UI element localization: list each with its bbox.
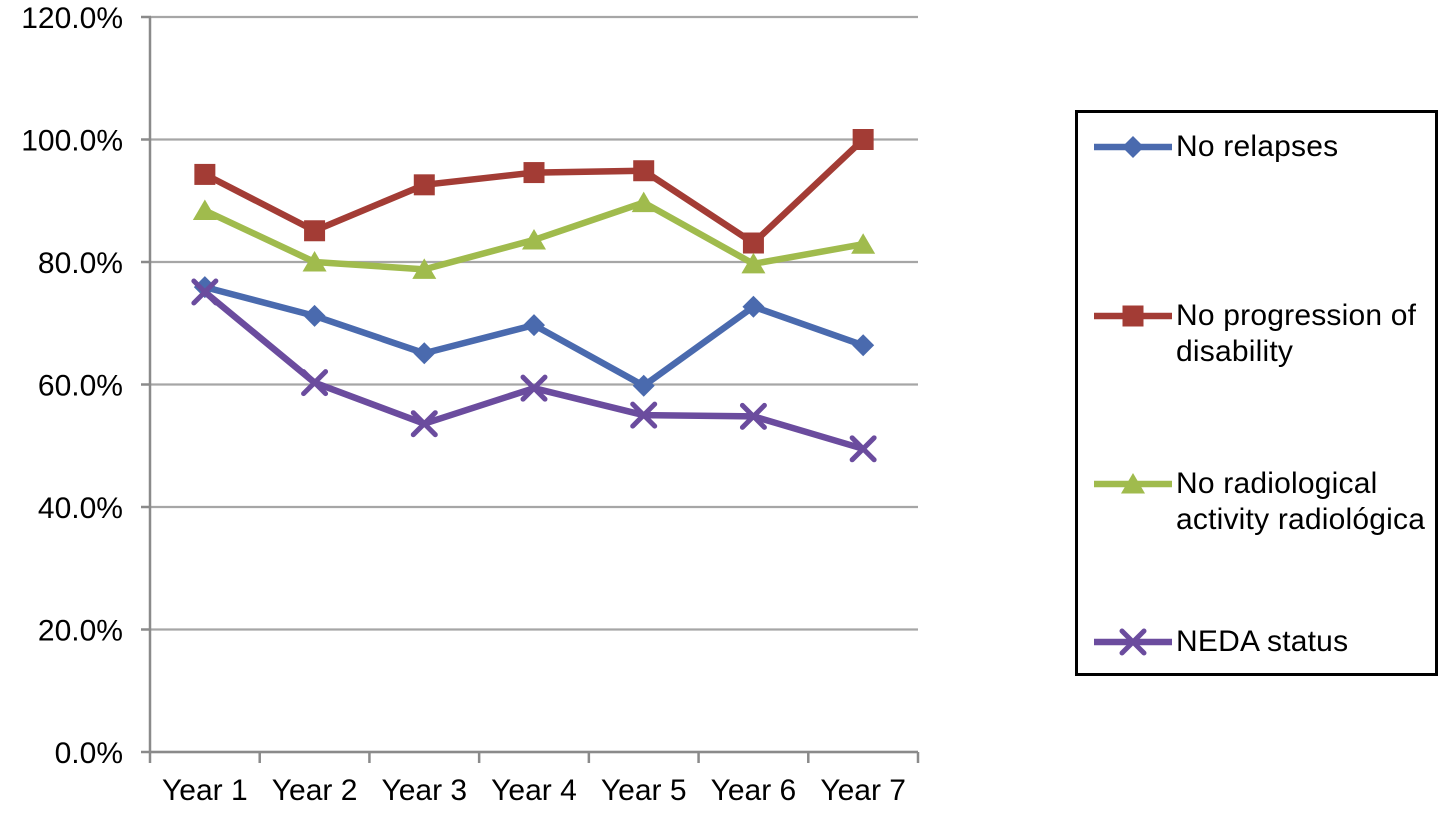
- x-axis-label: Year 6: [711, 774, 797, 807]
- gridlines: [141, 15, 918, 754]
- legend-line-diamond-icon: [1094, 136, 1172, 158]
- x-axis-labels: Year 1 Year 2 Year 3 Year 4 Year 5 Year 6 Year…: [162, 774, 906, 807]
- series-no-relapses: [193, 276, 875, 397]
- legend-item-no-radiological-activity: No radiological activity radiológica: [1088, 466, 1429, 538]
- x-axis-label: Year 1: [162, 774, 248, 807]
- y-axis-label: 0.0%: [55, 737, 123, 770]
- x-axis-label: Year 5: [601, 774, 687, 807]
- legend-item-neda-status: NEDA status: [1088, 624, 1429, 660]
- y-axis-labels: 0.0% 20.0% 40.0% 60.0% 80.0% 100.0% 120.0%: [21, 2, 123, 770]
- legend-item-no-progression: No progression of disability: [1088, 298, 1429, 370]
- y-axis-label: 20.0%: [38, 615, 123, 648]
- y-axis-label: 80.0%: [38, 247, 123, 280]
- y-axis-label: 60.0%: [38, 370, 123, 403]
- legend-item-no-relapses: No relapses: [1088, 129, 1429, 165]
- legend-line-triangle-icon: [1094, 473, 1172, 494]
- legend-label: No progression of disability: [1176, 299, 1417, 368]
- x-axis-label: Year 3: [381, 774, 467, 807]
- legend-label: No radiological activity radiológica: [1176, 467, 1426, 536]
- legend-line-square-icon: [1094, 305, 1172, 327]
- legend: No relapses No progression of disability…: [1075, 110, 1438, 676]
- axes: [148, 17, 920, 763]
- series-no-progression-of-disability: [194, 129, 874, 254]
- legend-line-x-icon: [1094, 628, 1172, 656]
- x-axis-label: Year 4: [491, 774, 577, 807]
- series-neda-status: [191, 278, 877, 463]
- legend-label: NEDA status: [1176, 625, 1349, 658]
- y-axis-label: 100.0%: [21, 125, 123, 158]
- legend-label: No relapses: [1176, 130, 1339, 163]
- x-axis-label: Year 7: [820, 774, 906, 807]
- x-axis-label: Year 2: [272, 774, 358, 807]
- y-axis-label: 40.0%: [38, 492, 123, 525]
- series-no-radiological-activity-radiol-gica: [192, 191, 876, 279]
- y-axis-label: 120.0%: [21, 2, 123, 35]
